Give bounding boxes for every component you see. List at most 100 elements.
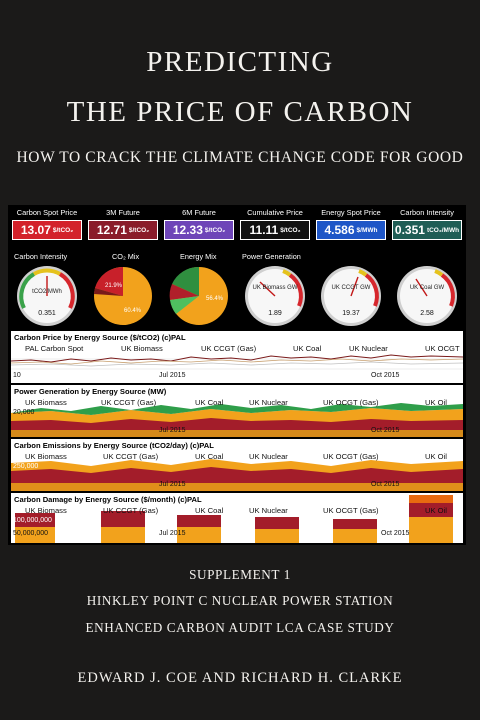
x-tick-label: Oct 2015: [381, 530, 410, 537]
tile-label: Carbon Spot Price: [16, 208, 78, 217]
bar-segment: [409, 517, 453, 543]
area-nuclear: [11, 403, 463, 415]
bar-segment: [177, 515, 221, 527]
tile-unit: tCO₂/MWh: [426, 226, 460, 234]
tile-carbon-intensity: Carbon Intensity 0.351 tCO₂/MWh: [390, 207, 464, 251]
gauge-value: 2.58: [420, 310, 434, 317]
area-biomass: [11, 430, 463, 437]
legend-item: UK Coal: [195, 506, 224, 515]
gauge-label: Energy Mix: [180, 252, 217, 261]
tile-value: 11.11: [249, 223, 279, 237]
x-tick-label: Jul 2015: [159, 481, 186, 488]
gauge-value: 0.351: [38, 310, 56, 317]
pie-label-b: 60.4%: [124, 308, 142, 314]
legend-item: UK Nuclear: [349, 344, 388, 353]
tile-value-box: 13.07 $/tCO₂: [12, 220, 82, 240]
y-tick-label: 10: [13, 372, 21, 379]
co2-mix-pie: 21.9% 60.4%: [94, 266, 152, 325]
gauge-needle: [350, 276, 359, 297]
gauge-needle: [415, 278, 428, 297]
gauge-uk-biomass: Power Generation UK Biomass GW 1.89: [238, 251, 312, 331]
tile-value-box: 12.33 $/tCO₂: [164, 220, 234, 240]
bar-segment: [333, 529, 377, 543]
tile-value: 12.33: [172, 223, 203, 237]
tile-energy-spot-price: Energy Spot Price 4.586 $/MWh: [314, 207, 388, 251]
x-tick-label: Oct 2015: [371, 481, 400, 488]
gauge-row: Carbon Intensity tCO2/MWh 0.351 CO₂ Mix …: [8, 251, 466, 331]
gauge-label: Carbon Intensity: [14, 252, 68, 261]
x-tick-label: Jul 2015: [159, 427, 186, 434]
gauge-label: CO₂ Mix: [112, 252, 140, 261]
tile-value: 13.07: [20, 223, 51, 237]
pie-label: 56.4%: [206, 296, 224, 302]
legend-item: UK Oil: [425, 452, 447, 461]
legend-item: UK CCGT (Gas): [103, 452, 159, 461]
tile-label: Energy Spot Price: [321, 208, 381, 217]
bar-segment: [177, 527, 221, 543]
pie-slice-nuclear: [172, 266, 199, 296]
kpi-tiles: Carbon Spot Price 13.07 $/tCO₂ 3M Future …: [8, 205, 466, 253]
supplement-subtitle: ENHANCED CARBON AUDIT LCA CASE STUDY: [85, 620, 395, 635]
legend-item: UK Oil: [425, 506, 447, 515]
tile-3m-future: 3M Future 12.71 $/tCO₂: [86, 207, 160, 251]
y-tick-label: 50,000,000: [13, 530, 49, 537]
gauge-red-band: [58, 272, 75, 309]
power-area: [11, 403, 463, 437]
bar-segment: [15, 527, 55, 543]
legend-item: UK Biomass: [25, 452, 67, 461]
gauge-value: 19.37: [342, 310, 360, 317]
gauge-label: [314, 251, 388, 262]
chart-co2-mix: CO₂ Mix 21.9% 60.4%: [86, 251, 160, 331]
gauge-inner-label: tCO2/MWh: [32, 289, 62, 295]
tile-unit: $/tCO₂: [52, 226, 74, 234]
pie-slice-coal: [95, 266, 123, 296]
bar-segment: [409, 503, 453, 517]
legend-item: UK Nuclear: [249, 398, 288, 407]
y-tick-label: 20,000: [13, 409, 35, 416]
emissions-area: [11, 459, 463, 491]
tile-label: 6M Future: [182, 208, 216, 217]
gauge-carbon-intensity: Carbon Intensity tCO2/MWh 0.351: [10, 251, 84, 331]
legend-item: UK Coal: [195, 398, 224, 407]
tile-unit: $/tCO₂: [280, 226, 301, 234]
gauge-yellow-band: [434, 269, 444, 277]
tile-carbon-spot-price: Carbon Spot Price 13.07 $/tCO₂: [10, 207, 84, 251]
gauge-inner-label: UK CCGT GW: [332, 285, 371, 291]
dial-gauge: tCO2/MWh 0.351: [17, 266, 77, 326]
dial-gauge: UK Biomass GW 1.89: [245, 266, 305, 326]
tile-cumulative-price: Cumulative Price 11.11 $/tCO₂: [238, 207, 312, 251]
tile-unit: $/tCO₂: [128, 226, 150, 234]
tile-label: Carbon Intensity: [400, 208, 454, 217]
legend-item: UK Oil: [425, 398, 447, 407]
chart-energy-mix: Energy Mix 56.4%: [162, 251, 236, 331]
tile-value-box: 12.71 $/tCO₂: [88, 220, 158, 240]
area-oil: [11, 483, 463, 491]
legend-item: UK Coal: [293, 344, 322, 353]
gauge-value: 1.89: [268, 310, 282, 317]
gauge-label: Power Generation: [242, 252, 301, 261]
series-line-pal-spot: [11, 354, 463, 363]
tile-value: 4.586: [324, 223, 355, 237]
legend-item: UK OCGT (Gas): [323, 506, 379, 515]
supplement-title: HINKLEY POINT C NUCLEAR POWER STATION: [86, 593, 394, 608]
pie-slice-other: [94, 288, 123, 296]
tile-unit: $/tCO₂: [204, 226, 226, 234]
tile-value: 0.351: [394, 223, 425, 237]
panel-carbon-emissions: Carbon Emissions by Energy Source (tCO2/…: [11, 439, 463, 491]
dial-gauge: UK Coal GW 2.58: [397, 266, 457, 326]
gauge-inner-label: UK Coal GW: [410, 285, 445, 291]
legend-item: PAL Carbon Spot: [25, 344, 84, 353]
panel-title: Power Generation by Energy Source (MW): [14, 387, 167, 396]
panel-title: Carbon Damage by Energy Source ($/month)…: [14, 495, 202, 504]
gauge-uk-coal: UK Coal GW 2.58: [390, 251, 464, 331]
dashboard-screenshot: Carbon Spot Price 13.07 $/tCO₂ 3M Future …: [8, 205, 466, 545]
authors: EDWARD J. COE AND RICHARD H. CLARKE: [77, 670, 403, 686]
y-tick-label: 250,000: [13, 463, 39, 470]
legend-item: UK CCGT (Gas): [201, 344, 257, 353]
tile-value: 12.71: [96, 223, 127, 237]
gauge-red-band: [364, 273, 379, 307]
legend-item: UK Biomass: [25, 506, 67, 515]
y-tick-label: 100,000,000: [13, 517, 52, 524]
tile-unit: $/MWh: [356, 226, 378, 234]
gauge-red-band: [440, 273, 455, 307]
